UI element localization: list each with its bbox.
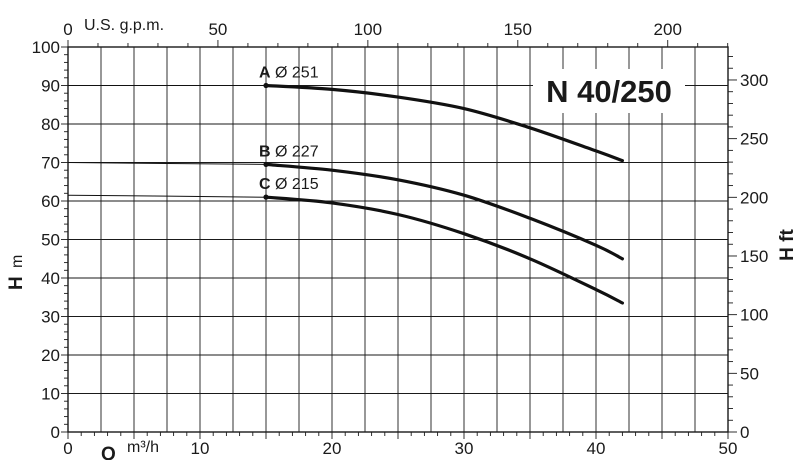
axis-ticks	[61, 40, 737, 439]
y-secondary-tick-label: 200	[740, 188, 768, 207]
x-primary-tick-label: 10	[191, 439, 210, 458]
y-secondary-tick-label: 100	[740, 306, 768, 325]
x-primary-tick-label: 40	[587, 439, 606, 458]
y-primary-unit-label: m	[9, 255, 26, 268]
x-secondary-tick-label: 0	[63, 20, 72, 39]
curve-a-letter: A	[259, 65, 271, 82]
curve-c-line	[264, 195, 624, 305]
y-primary-tick-label: 10	[41, 385, 60, 404]
curve-c-start-point	[263, 194, 269, 200]
x-primary-tick-label: 20	[323, 439, 342, 458]
chart-title: N 40/250	[546, 74, 672, 109]
curve-b-start-point	[263, 161, 269, 168]
curve-a-start-point	[263, 82, 269, 89]
y-secondary-tick-label: 150	[740, 247, 768, 266]
y-secondary-tick-label: 50	[740, 364, 759, 383]
y-secondary-unit-label: H ft	[777, 229, 798, 261]
curve-a-line	[264, 83, 624, 163]
y-secondary-tick-label: 0	[740, 423, 749, 442]
y-primary-tick-label: 80	[41, 115, 60, 134]
curve-b-line	[264, 162, 624, 261]
curve-b-letter: B	[259, 143, 271, 160]
curve-b-label: Ø 227	[275, 143, 319, 160]
y-axis-symbol: H	[6, 276, 27, 290]
curve-c-extension	[67, 194, 267, 198]
y-secondary-tick-label: 300	[740, 71, 768, 90]
y-primary-tick-label: 40	[41, 269, 60, 288]
y-primary-tick-label: 30	[41, 308, 60, 327]
curve-c-letter: C	[259, 176, 271, 193]
x-axis-symbol: Q	[101, 444, 116, 460]
y-primary-tick-label: 90	[41, 77, 60, 96]
x-primary-tick-label: 30	[455, 439, 474, 458]
y-primary-tick-label: 50	[41, 231, 60, 250]
y-secondary-tick-label: 250	[740, 130, 768, 149]
x-primary-unit-label: m³/h	[127, 439, 159, 456]
x-secondary-tick-label: 100	[354, 20, 382, 39]
curve-a-label: Ø 251	[275, 65, 319, 82]
title-background	[533, 69, 685, 113]
y-primary-tick-label: 20	[41, 346, 60, 365]
curve-b-extension	[67, 162, 267, 165]
x-secondary-tick-label: 200	[654, 20, 682, 39]
x-secondary-tick-label: 50	[208, 20, 227, 39]
x-secondary-tick-label: 150	[504, 20, 532, 39]
y-primary-tick-label: 70	[41, 154, 60, 173]
y-primary-tick-label: 60	[41, 192, 60, 211]
y-primary-tick-label: 100	[32, 38, 60, 57]
curve-c-label: Ø 215	[275, 176, 319, 193]
x-primary-tick-label: 50	[719, 439, 738, 458]
x-secondary-unit-label: U.S. g.p.m.	[84, 17, 164, 34]
x-primary-tick-label: 0	[63, 439, 72, 458]
y-primary-tick-label: 0	[51, 423, 60, 442]
